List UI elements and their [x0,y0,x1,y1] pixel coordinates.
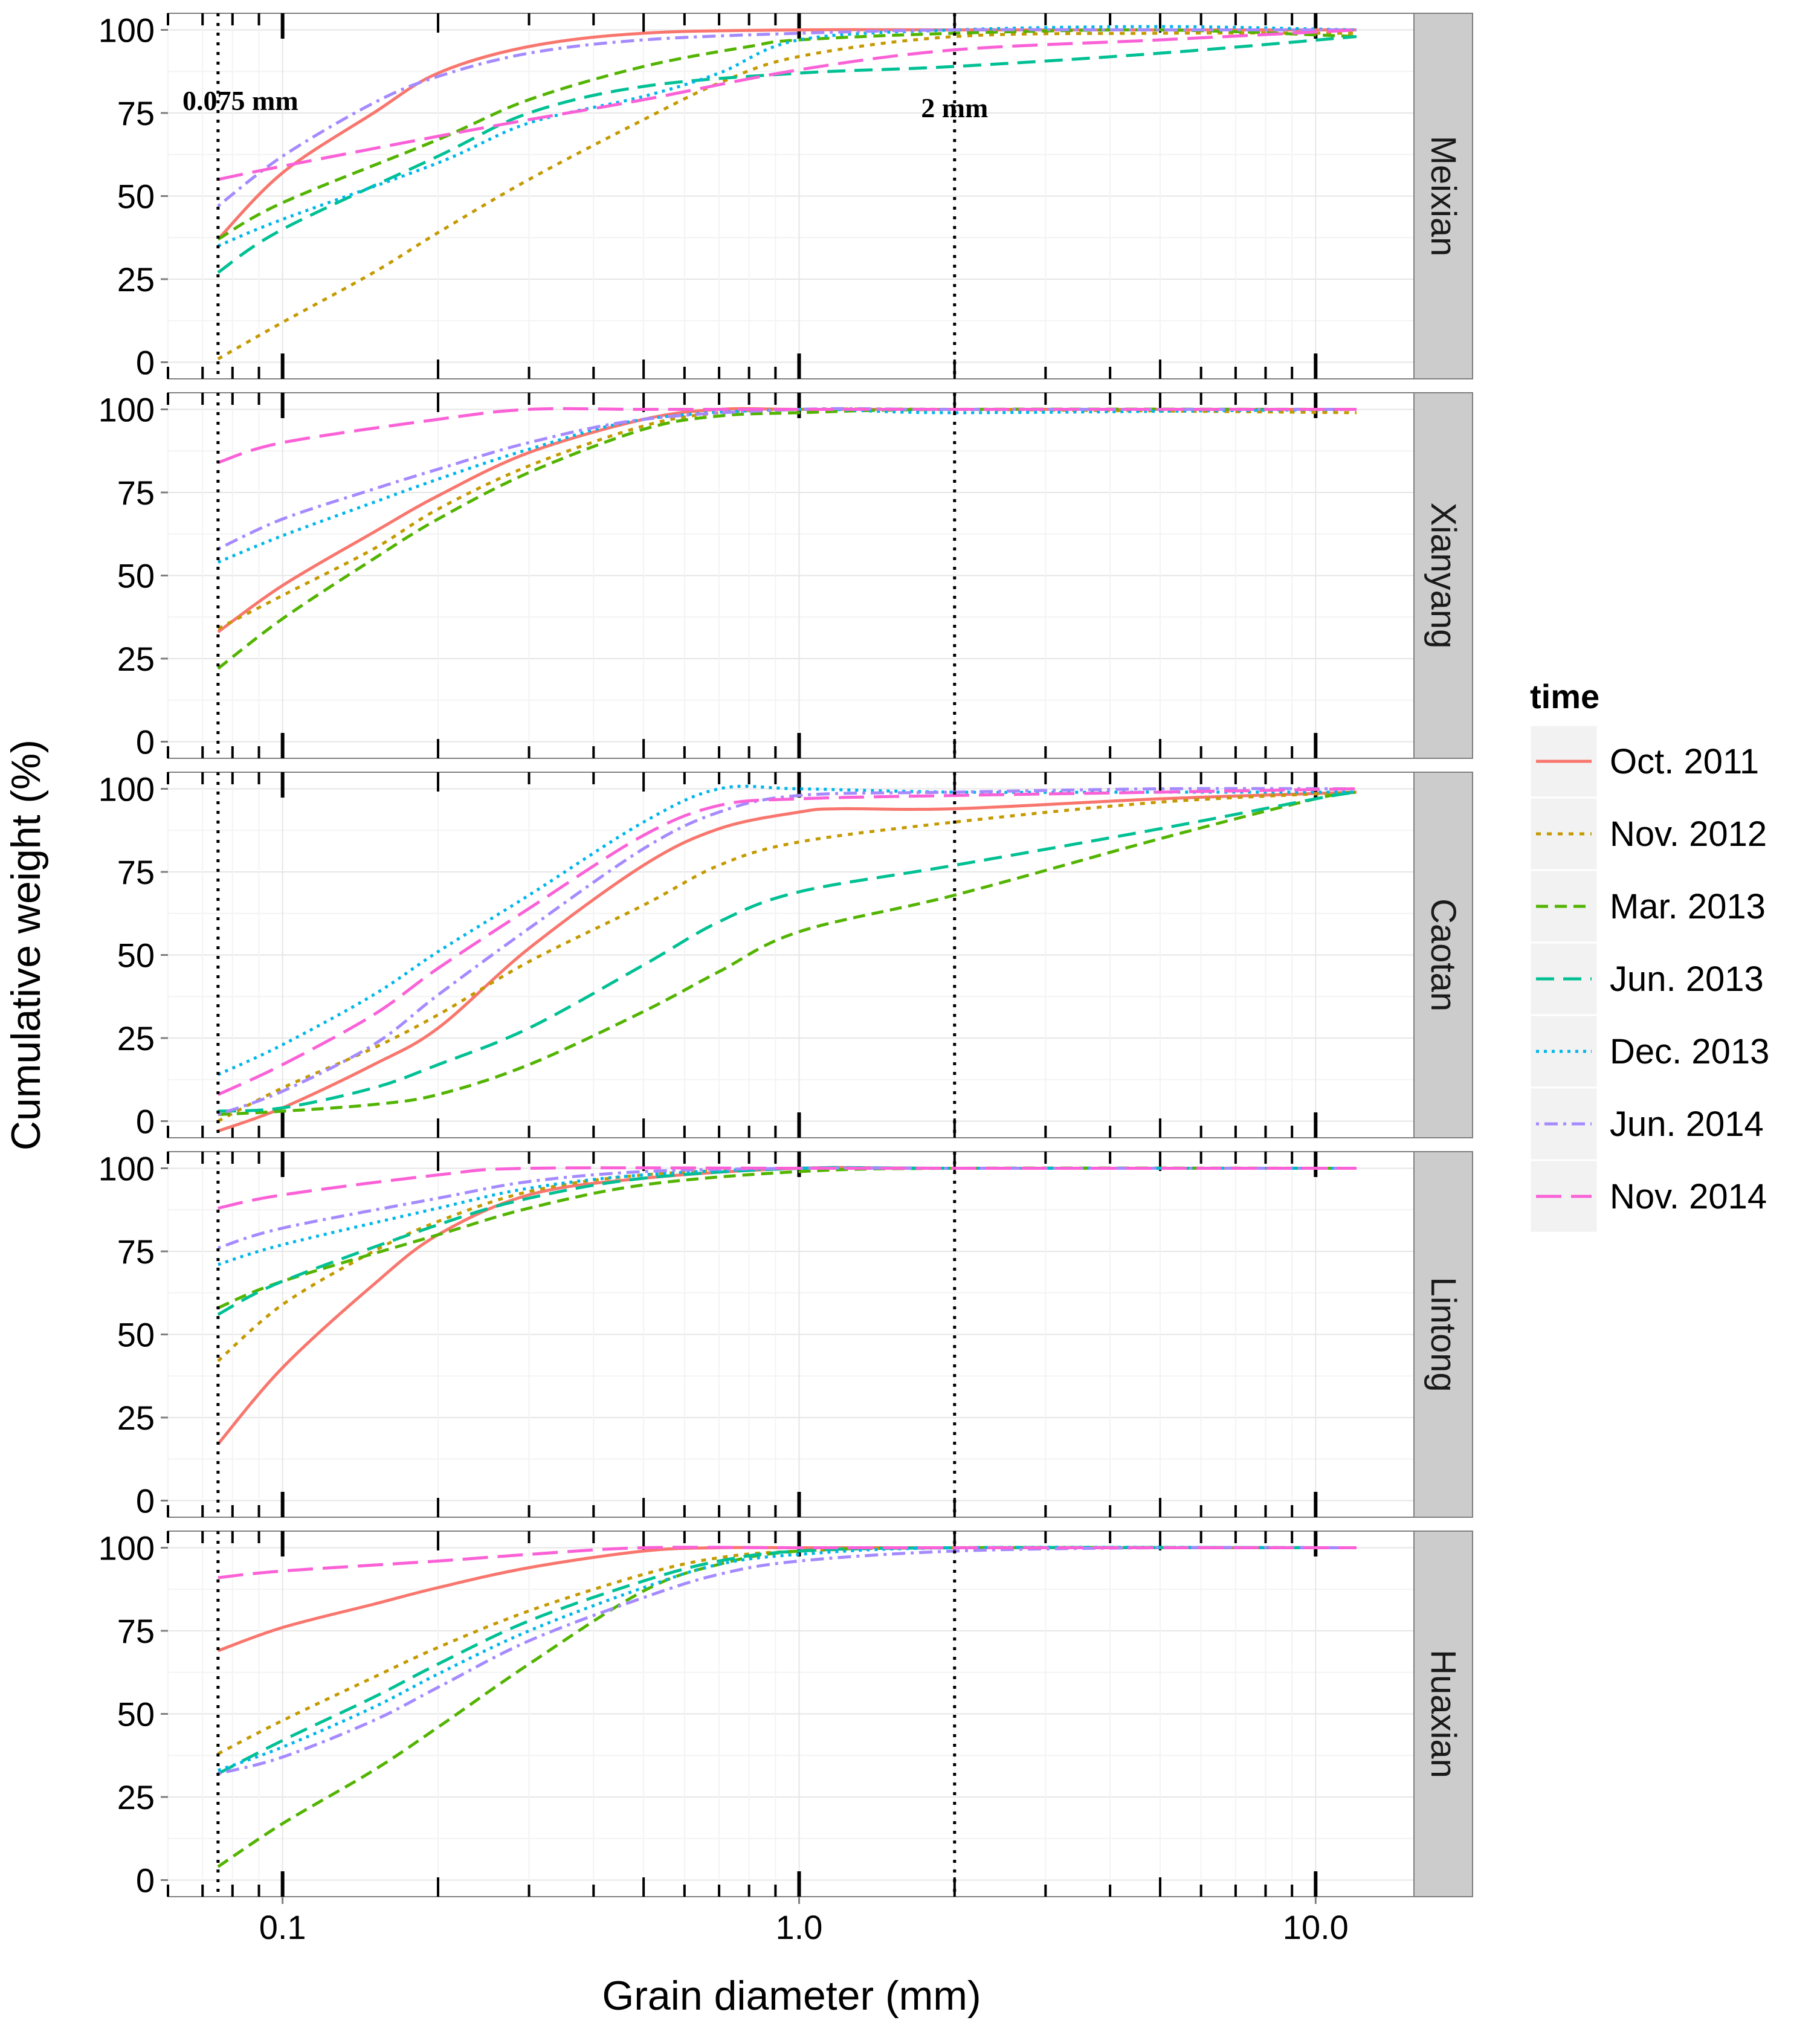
legend: time Oct. 2011 Nov. 2012 Mar. 2013 Jun. 2013… [1529,677,1769,1234]
y-tick-label: 100 [98,391,155,429]
facet-strip-label: Huaxian [1424,1650,1463,1778]
y-tick-label: 50 [117,1316,155,1354]
series-line-dec-2013 [217,1546,1357,1772]
series-line-jun-2013 [217,35,1357,274]
series-line-nov-2014 [217,787,1357,1096]
facet-panels: 0 25 50 75 100 Meixian 0 25 50 75 100 Xianyang 0 25 50… [98,11,1473,1900]
series-line-mar-2013 [217,1546,1357,1868]
facet-strip-label: Meixian [1424,136,1463,257]
legend-item-jun-2014: Jun. 2014 [1529,1086,1764,1161]
reference-label: 2 mm [921,92,988,123]
y-tick-label: 100 [98,770,155,808]
y-tick-label: 25 [117,1399,155,1437]
legend-item-nov-2014: Nov. 2014 [1529,1159,1767,1234]
x-tick-label: 1.0 [776,1908,823,1946]
y-tick-label: 100 [98,1150,155,1188]
legend-label: Mar. 2013 [1610,887,1766,926]
y-tick-label: 25 [117,1778,155,1816]
legend-key [1529,1014,1599,1089]
x-axis-label: Grain diameter (mm) [602,1973,981,2019]
series-line-nov-2014 [218,1546,1357,1579]
facet-strip [1413,1531,1473,1897]
y-tick-label: 25 [117,260,155,298]
series-line-jun-2013 [217,1546,1357,1775]
series-line-nov-2014 [218,407,1357,464]
legend-item-oct-2011: Oct. 2011 [1529,724,1759,799]
facet-strip [1413,392,1473,759]
legend-label: Oct. 2011 [1610,742,1759,781]
y-tick-label: 75 [117,474,155,512]
y-tick-label: 0 [136,1103,155,1141]
series-line-mar-2013 [217,407,1357,670]
legend-title: time [1530,677,1599,715]
panel-xianyang: 0 25 50 75 100 Xianyang [98,391,1473,761]
y-tick-label: 25 [117,640,155,678]
series-line-nov-2012 [217,1546,1357,1755]
x-tick-label: 10.0 [1283,1908,1349,1946]
legend-item-mar-2013: Mar. 2013 [1529,869,1766,944]
x-tick-label: 0.1 [259,1908,306,1946]
legend-label: Dec. 2013 [1610,1032,1769,1071]
y-tick-label: 0 [136,1862,155,1900]
legend-item-jun-2013: Jun. 2013 [1529,941,1764,1016]
series-line-nov-2012 [217,31,1357,361]
series-line-jun-2014 [217,787,1357,1116]
y-tick-label: 75 [117,94,155,132]
y-tick-label: 75 [117,853,155,891]
legend-item-nov-2012: Nov. 2012 [1529,796,1767,871]
facet-strip [1413,1151,1473,1518]
y-tick-label: 50 [117,1695,155,1734]
legend-label: Nov. 2012 [1610,815,1767,854]
reference-lines: 0.075 mm 2 mm [182,13,988,1897]
series-line-dec-2013 [217,25,1357,248]
y-tick-label: 75 [117,1233,155,1271]
panel-lintong: 0 25 50 75 100 Lintong [98,1150,1473,1520]
series-line-jun-2013 [217,1166,1357,1316]
facet-strip-label: Caotan [1424,898,1463,1011]
legend-label: Jun. 2013 [1610,960,1764,999]
y-tick-label: 50 [117,937,155,975]
series-line-jun-2014 [218,1166,1357,1250]
y-tick-label: 50 [117,557,155,595]
facet-strip-label: Xianyang [1424,503,1463,649]
series-line-oct-2011 [217,790,1357,1133]
legend-label: Nov. 2014 [1610,1177,1767,1216]
y-tick-label: 0 [136,1482,155,1520]
series-line-dec-2013 [217,407,1357,564]
y-tick-label: 0 [136,344,155,382]
facet-strip [1413,13,1473,379]
y-tick-label: 25 [117,1019,155,1057]
panel-caotan: 0 25 50 75 100 Caotan [98,770,1473,1141]
series-line-nov-2012 [217,1166,1357,1363]
series-line-jun-2014 [217,28,1357,207]
y-tick-label: 75 [117,1612,155,1650]
series-line-nov-2014 [218,28,1357,181]
series-line-nov-2012 [217,790,1357,1123]
panel-huaxian: 0 25 50 75 100 Huaxian [98,1529,1473,1900]
series-line-dec-2013 [217,784,1357,1076]
x-axis: 0.1 1.0 10.0 [259,1897,1349,1946]
y-tick-label: 50 [117,178,155,216]
legend-label: Jun. 2014 [1610,1105,1764,1144]
series-line-mar-2013 [218,790,1357,1116]
series-line-nov-2014 [218,1166,1357,1210]
facet-strip-label: Lintong [1424,1277,1463,1392]
series-line-dec-2013 [218,1166,1357,1266]
facet-strip [1413,772,1473,1138]
y-tick-label: 0 [136,723,155,761]
y-tick-label: 100 [98,11,155,50]
reference-label: 0.075 mm [182,85,298,116]
y-axis-label: Cumulative weight (%) [3,740,49,1150]
panel-meixian: 0 25 50 75 100 Meixian [98,11,1473,382]
y-tick-label: 100 [98,1529,155,1567]
